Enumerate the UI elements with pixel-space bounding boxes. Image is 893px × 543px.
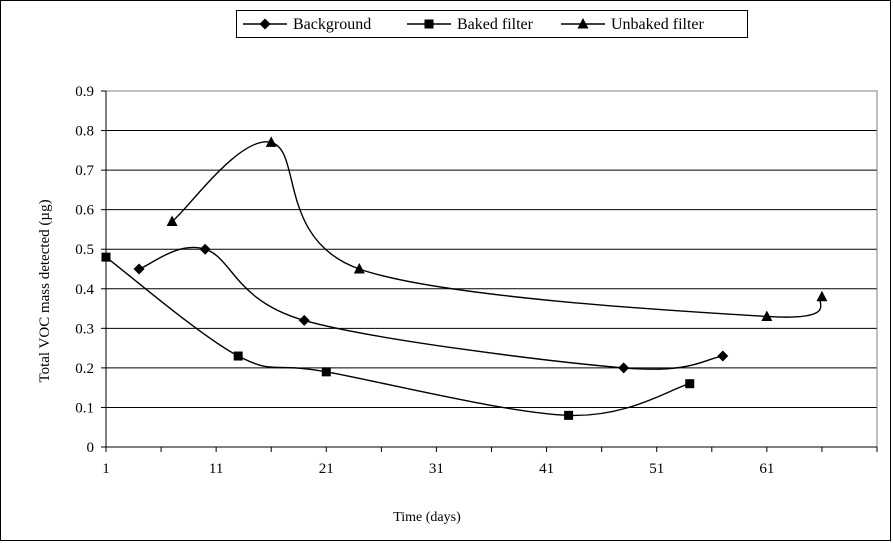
y-tick-label: 0.2 [75,361,94,377]
legend-entry-unbaked-filter: Unbaked filter [561,16,705,33]
legend-marker-baked-filter [424,19,434,29]
data-point-baked-filter [321,367,331,377]
y-tick-label: 0.5 [75,242,94,258]
data-point-baked-filter [101,252,111,262]
data-point-unbaked-filter [761,310,773,321]
legend-entry-baked-filter: Baked filter [407,16,534,33]
data-point-baked-filter [564,410,574,420]
y-tick-label: 0.7 [75,163,94,179]
data-point-unbaked-filter [265,136,277,147]
y-tick-label: 0.8 [75,124,94,140]
x-tick-label: 51 [649,461,664,477]
data-point-unbaked-filter [166,215,178,227]
legend-label-baked-filter: Baked filter [457,16,534,33]
axes: 00.10.20.30.40.50.60.70.80.91 11 21 31 41 51 6… [75,84,878,477]
x-tick-label: 31 [429,461,444,477]
y-tick-label: 0.9 [75,84,94,100]
y-tick-label: 0.3 [75,321,94,337]
legend-label-background: Background [293,16,371,33]
data-point-unbaked-filter [816,290,828,302]
x-tick-label: 11 [209,461,223,477]
series-layer [105,141,823,417]
marker-layer [101,136,828,420]
grid-lines [106,90,877,448]
x-tick-label: 41 [539,461,554,477]
data-point-background [298,314,310,326]
x-tick-label: 1 [102,461,110,477]
y-tick-label: 0 [87,440,95,456]
plot-area [105,90,878,448]
y-tick-label: 0.1 [75,400,94,416]
data-point-baked-filter [685,379,695,389]
data-point-background [199,243,211,255]
legend-entries: Background Baked filter Unbaked filter [243,16,705,33]
legend-marker-background [259,18,271,30]
x-tick-label: 61 [759,461,774,477]
x-tick-label: 21 [319,461,334,477]
legend-label-unbaked-filter: Unbaked filter [611,16,705,33]
data-point-background [618,362,630,374]
legend-marker-unbaked-filter [577,18,589,29]
y-tick-label: 0.6 [75,203,94,219]
data-point-baked-filter [233,351,243,361]
y-axis-label: Total VOC mass detected (µg) [37,199,53,382]
data-point-background [133,263,145,275]
y-tick-label: 0.4 [75,282,94,298]
legend-entry-background: Background [243,16,371,33]
series-line-baked-filter [105,256,690,417]
data-point-background [717,350,729,362]
series-line-unbaked-filter [171,141,823,318]
legend: Background Baked filter Unbaked filter [236,10,748,38]
x-axis-label: Time (days) [393,510,461,525]
data-point-unbaked-filter [353,263,365,274]
